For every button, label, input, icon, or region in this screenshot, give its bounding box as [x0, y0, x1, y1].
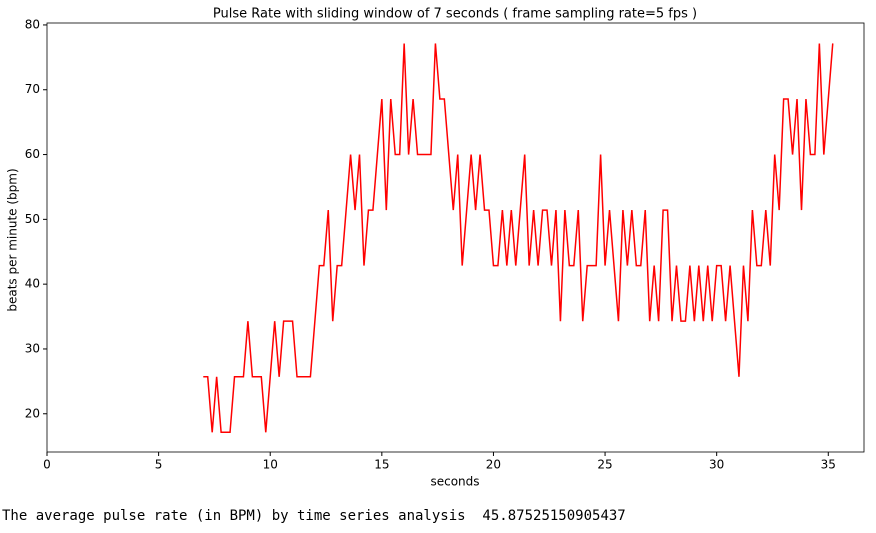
y-tick-label: 30: [25, 341, 40, 355]
chart-title: Pulse Rate with sliding window of 7 seco…: [213, 7, 697, 22]
x-tick-label: 20: [486, 458, 501, 472]
x-axis-label: seconds: [430, 475, 479, 489]
pulse-line: [203, 43, 834, 434]
plot-frame: [46, 22, 865, 453]
y-axis-label: beats per minute (bpm): [6, 168, 20, 311]
x-tick-label: 5: [155, 458, 163, 472]
x-tick-label: 35: [821, 458, 836, 472]
x-tick-label: 10: [263, 458, 278, 472]
y-tick-label: 50: [25, 212, 40, 226]
x-tick-label: 0: [43, 458, 51, 472]
output-text: The average pulse rate (in BPM) by time …: [2, 508, 626, 524]
chart: Pulse Rate with sliding window of 7 seco…: [6, 7, 865, 489]
y-tick-label: 20: [25, 406, 40, 420]
y-tick-label: 40: [25, 277, 40, 291]
x-tick-label: 15: [374, 458, 389, 472]
x-tick-label: 30: [709, 458, 724, 472]
y-tick-label: 70: [25, 82, 40, 96]
x-tick-label: 25: [597, 458, 612, 472]
y-tick-label: 80: [25, 17, 40, 31]
y-tick-label: 60: [25, 147, 40, 161]
